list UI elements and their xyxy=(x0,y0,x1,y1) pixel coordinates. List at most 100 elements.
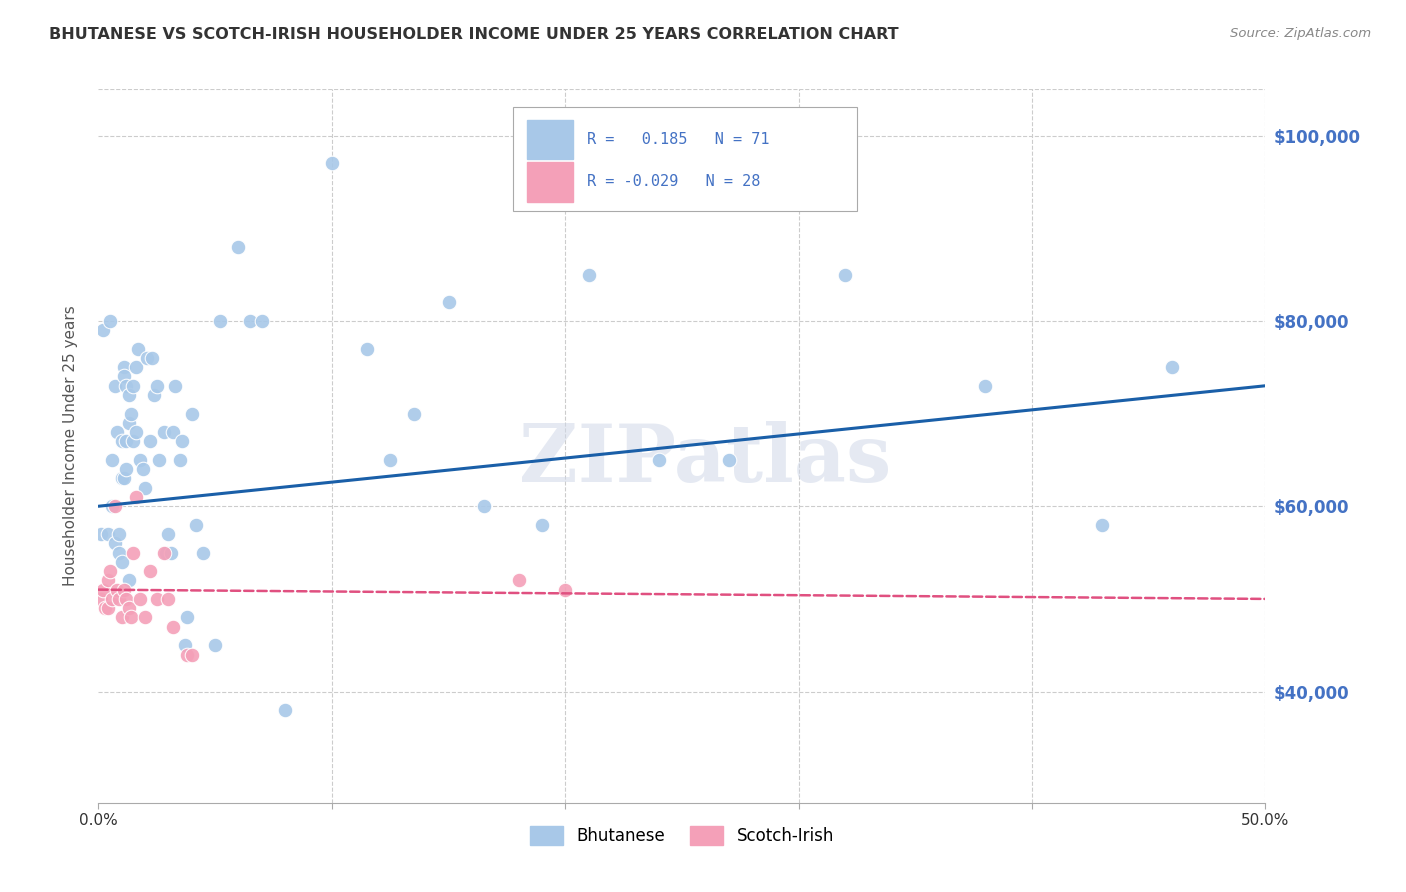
Bhutanese xyxy=(122,434,145,449)
Bhutanese xyxy=(118,416,141,430)
Bhutanese xyxy=(101,453,124,467)
Bhutanese xyxy=(136,351,159,365)
Bhutanese xyxy=(115,462,138,476)
Scotch-Irish xyxy=(152,545,174,559)
Bhutanese xyxy=(105,425,128,439)
Bhutanese xyxy=(111,434,134,449)
Bhutanese xyxy=(165,378,187,392)
Bhutanese xyxy=(115,378,138,392)
Bhutanese xyxy=(472,500,495,514)
Bhutanese xyxy=(134,481,156,495)
Scotch-Irish xyxy=(90,591,112,606)
Bhutanese xyxy=(148,453,170,467)
Bhutanese xyxy=(180,407,202,421)
Bhutanese xyxy=(530,517,553,532)
Bhutanese xyxy=(98,314,121,328)
Bhutanese xyxy=(112,471,135,485)
Bhutanese xyxy=(91,323,114,337)
Scotch-Irish xyxy=(97,574,120,588)
Scotch-Irish xyxy=(97,601,120,615)
Bhutanese xyxy=(108,545,131,559)
Text: R = -0.029   N = 28: R = -0.029 N = 28 xyxy=(588,175,761,189)
Bhutanese xyxy=(437,295,460,310)
Bhutanese xyxy=(115,434,138,449)
Bhutanese xyxy=(834,268,856,282)
Scotch-Irish xyxy=(134,610,156,624)
Bhutanese xyxy=(169,453,191,467)
Scotch-Irish xyxy=(108,591,131,606)
Bhutanese xyxy=(1161,360,1184,375)
Bhutanese xyxy=(1091,517,1114,532)
Scotch-Irish xyxy=(157,591,180,606)
Bhutanese xyxy=(380,453,402,467)
Scotch-Irish xyxy=(118,601,141,615)
Scotch-Irish xyxy=(554,582,576,597)
Scotch-Irish xyxy=(120,610,142,624)
Scotch-Irish xyxy=(98,564,121,578)
Bhutanese xyxy=(127,342,149,356)
Bhutanese xyxy=(104,378,127,392)
Bhutanese xyxy=(118,574,141,588)
Bhutanese xyxy=(125,425,148,439)
Bhutanese xyxy=(193,545,215,559)
Bhutanese xyxy=(146,378,169,392)
Bhutanese xyxy=(647,453,669,467)
Bhutanese xyxy=(173,638,195,652)
Bhutanese xyxy=(208,314,231,328)
Bhutanese xyxy=(274,703,297,717)
FancyBboxPatch shape xyxy=(513,107,856,211)
Scotch-Irish xyxy=(94,601,117,615)
Bhutanese xyxy=(162,425,184,439)
Scotch-Irish xyxy=(180,648,202,662)
Bhutanese xyxy=(155,545,177,559)
Scotch-Irish xyxy=(508,574,530,588)
Bhutanese xyxy=(132,462,155,476)
Bhutanese xyxy=(111,471,134,485)
Scotch-Irish xyxy=(176,648,198,662)
Scotch-Irish xyxy=(129,591,152,606)
Legend: Bhutanese, Scotch-Irish: Bhutanese, Scotch-Irish xyxy=(523,819,841,852)
Bhutanese xyxy=(118,388,141,402)
Scotch-Irish xyxy=(122,545,145,559)
Bhutanese xyxy=(717,453,740,467)
Bhutanese xyxy=(112,369,135,384)
Bhutanese xyxy=(157,527,180,541)
Text: R =   0.185   N = 71: R = 0.185 N = 71 xyxy=(588,132,770,146)
Scotch-Irish xyxy=(162,620,184,634)
Scotch-Irish xyxy=(146,591,169,606)
Bhutanese xyxy=(122,378,145,392)
Text: ZIPatlas: ZIPatlas xyxy=(519,421,891,500)
Bhutanese xyxy=(250,314,273,328)
Bhutanese xyxy=(204,638,226,652)
Bar xyxy=(527,162,574,202)
Bhutanese xyxy=(402,407,425,421)
Bhutanese xyxy=(228,240,250,254)
Bhutanese xyxy=(125,360,148,375)
Scotch-Irish xyxy=(112,582,135,597)
Scotch-Irish xyxy=(104,500,127,514)
Scotch-Irish xyxy=(125,490,148,504)
Bhutanese xyxy=(159,545,181,559)
Bhutanese xyxy=(104,536,127,550)
Bhutanese xyxy=(141,351,163,365)
Bhutanese xyxy=(176,610,198,624)
Text: BHUTANESE VS SCOTCH-IRISH HOUSEHOLDER INCOME UNDER 25 YEARS CORRELATION CHART: BHUTANESE VS SCOTCH-IRISH HOUSEHOLDER IN… xyxy=(49,27,898,42)
Bhutanese xyxy=(974,378,997,392)
Bhutanese xyxy=(143,388,166,402)
Bhutanese xyxy=(172,434,194,449)
Text: Source: ZipAtlas.com: Source: ZipAtlas.com xyxy=(1230,27,1371,40)
Bhutanese xyxy=(239,314,262,328)
Bhutanese xyxy=(97,527,120,541)
Scotch-Irish xyxy=(139,564,162,578)
Bhutanese xyxy=(111,555,134,569)
Scotch-Irish xyxy=(91,582,114,597)
Bar xyxy=(527,120,574,159)
Bhutanese xyxy=(186,517,208,532)
Y-axis label: Householder Income Under 25 years: Householder Income Under 25 years xyxy=(63,306,77,586)
Bhutanese xyxy=(321,156,343,170)
Bhutanese xyxy=(112,360,135,375)
Bhutanese xyxy=(90,527,112,541)
Scotch-Irish xyxy=(115,591,138,606)
Scotch-Irish xyxy=(101,591,124,606)
Bhutanese xyxy=(152,425,174,439)
